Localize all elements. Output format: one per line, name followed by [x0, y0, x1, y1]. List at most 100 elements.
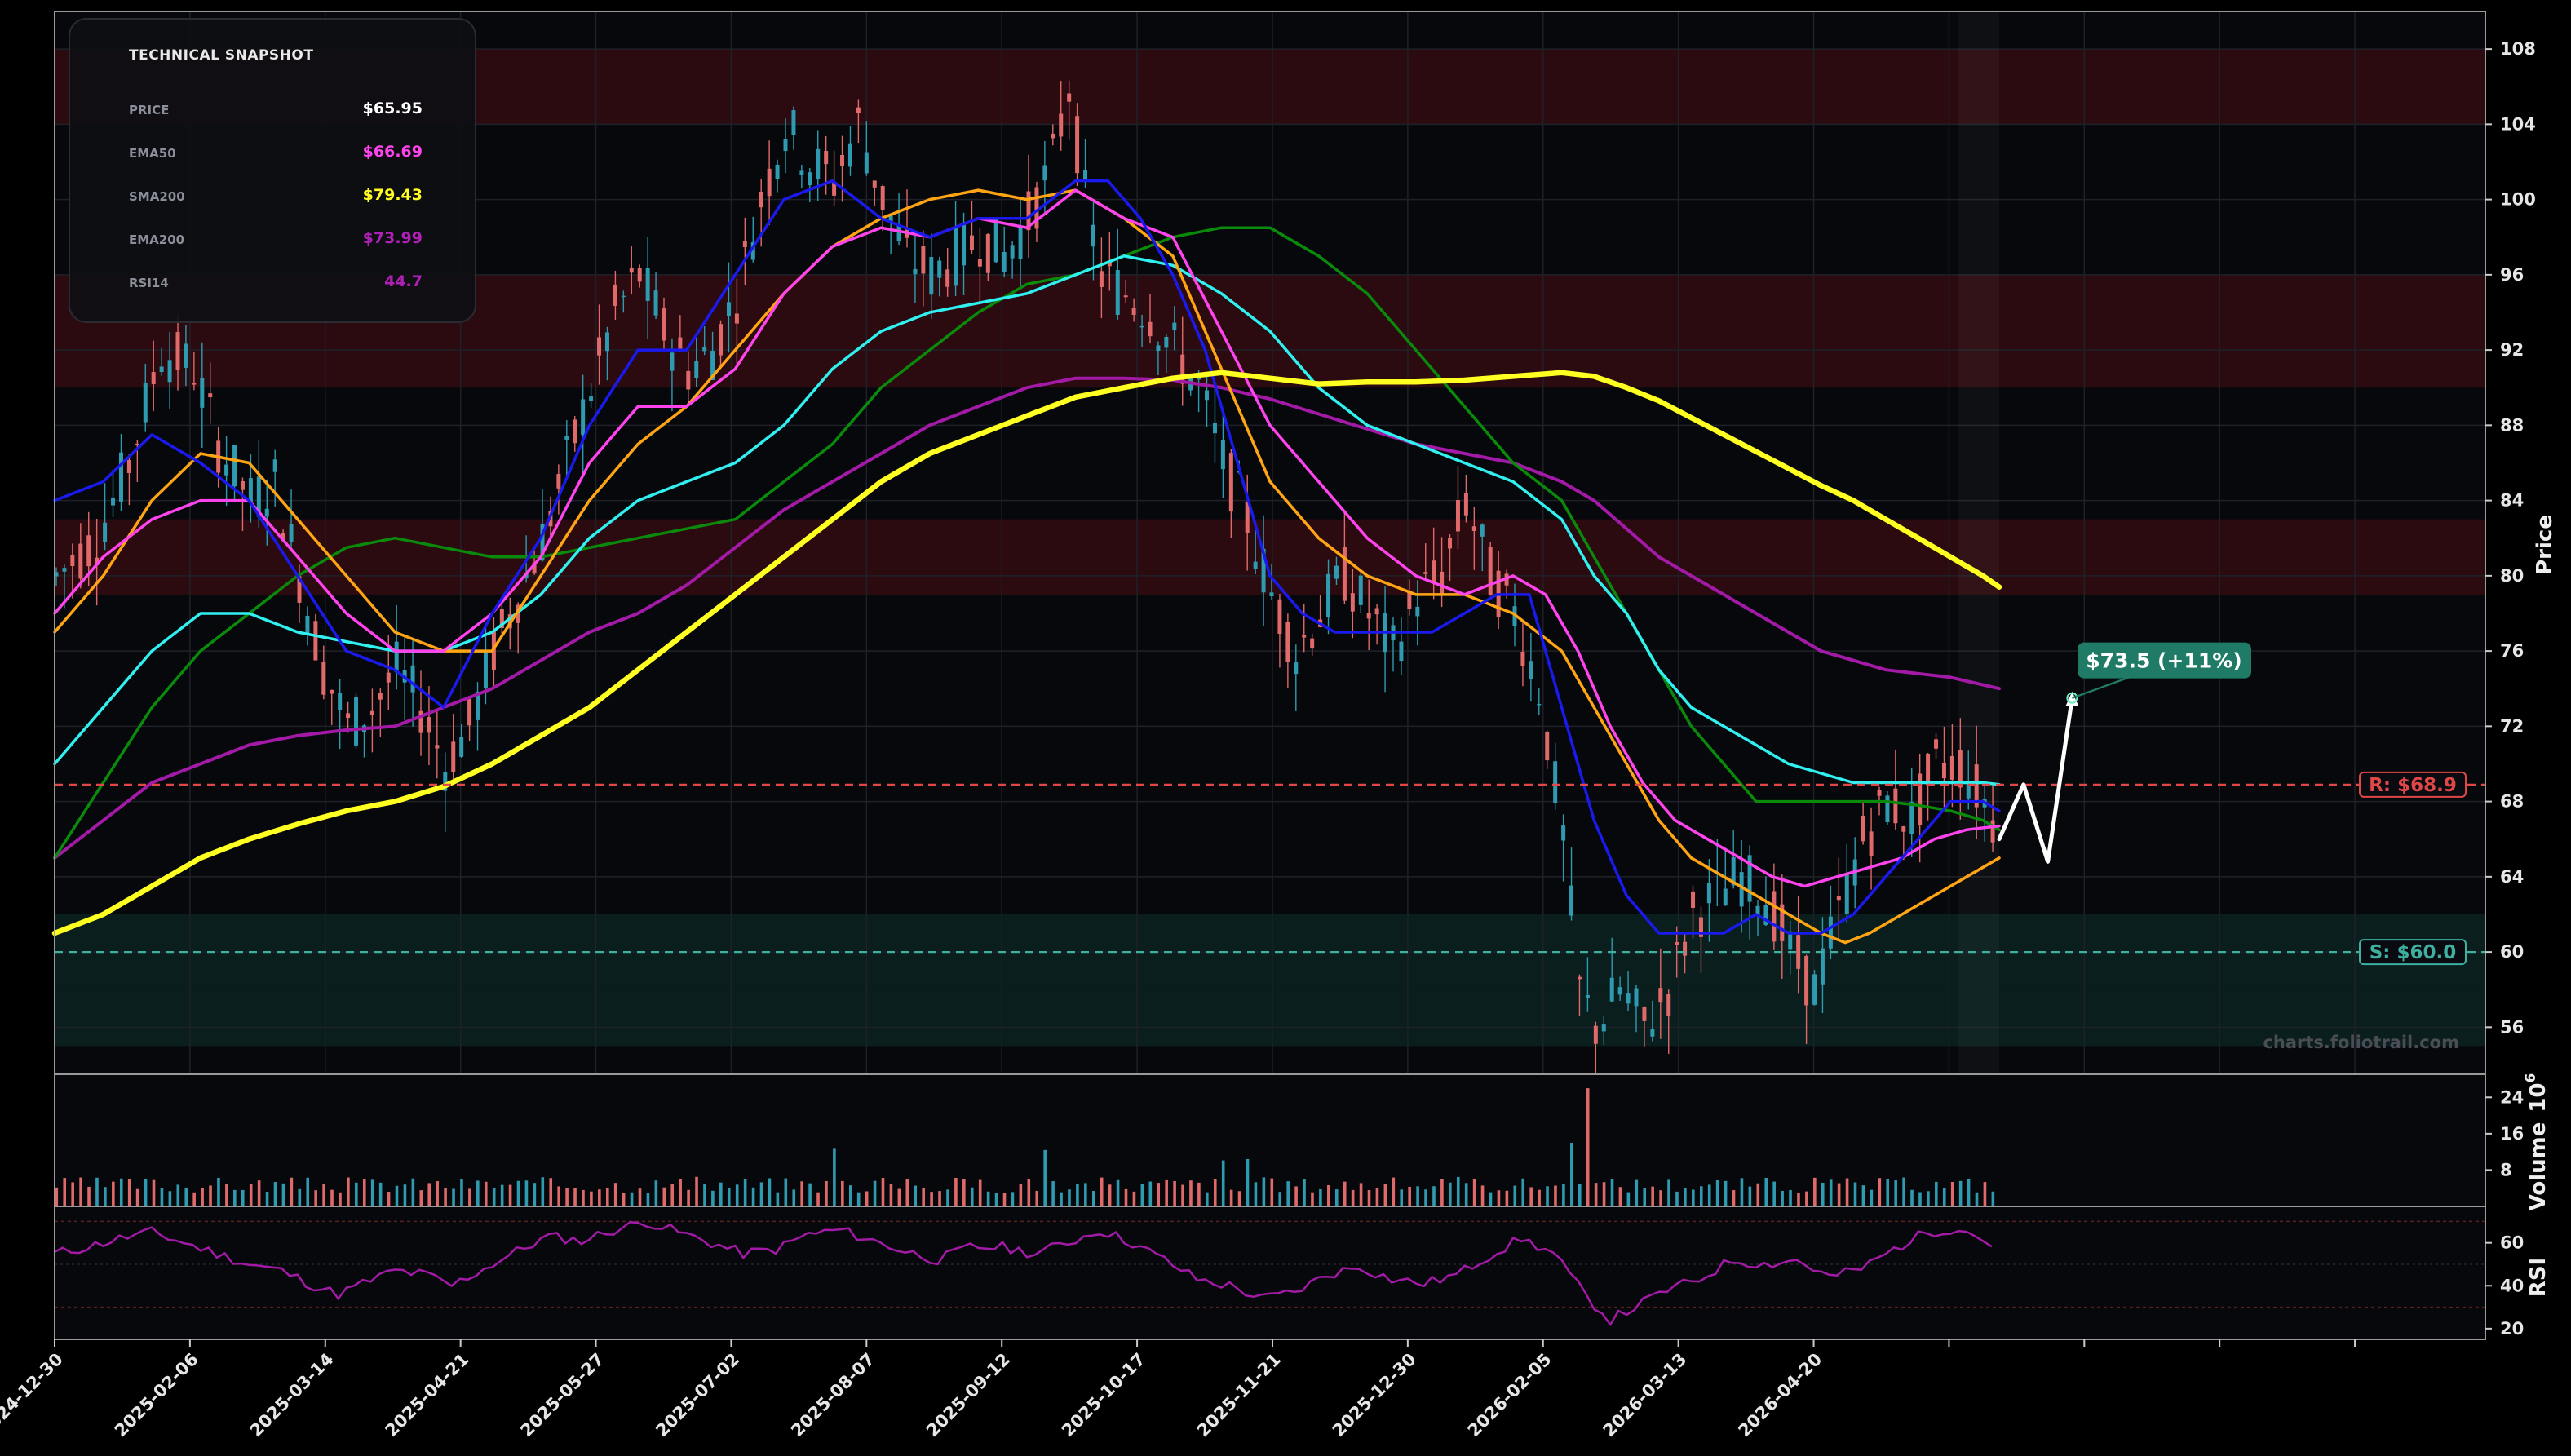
- candle-body: [1326, 573, 1331, 617]
- candle-body: [1820, 948, 1825, 985]
- candle-body: [159, 366, 164, 372]
- candle-body: [702, 346, 707, 352]
- volume-bar: [241, 1189, 245, 1206]
- candle-body: [1399, 641, 1404, 662]
- candle-body: [167, 360, 172, 383]
- candle-body: [856, 107, 861, 113]
- volume-bar: [670, 1184, 675, 1206]
- volume-bar: [273, 1182, 277, 1206]
- candle-body: [126, 460, 131, 474]
- volume-bar: [1311, 1192, 1314, 1206]
- volume-bar: [622, 1193, 626, 1206]
- volume-bar: [1319, 1188, 1322, 1206]
- candle-body: [1934, 739, 1939, 749]
- candle-body: [1650, 1029, 1655, 1037]
- candle-body: [1010, 245, 1015, 259]
- volume-bar: [1740, 1178, 1744, 1206]
- candle-body: [232, 445, 237, 487]
- candle-body: [1026, 191, 1031, 231]
- candle-body: [913, 268, 918, 275]
- candle-body: [653, 290, 658, 316]
- volume-bar: [355, 1182, 358, 1206]
- volume-bar: [1635, 1179, 1639, 1206]
- volume-bar: [1424, 1189, 1427, 1206]
- volume-bar: [1829, 1179, 1833, 1206]
- candle-body: [1755, 905, 1760, 915]
- candle-body: [969, 235, 974, 250]
- candle-body: [321, 662, 326, 695]
- volume-bar: [1837, 1183, 1841, 1206]
- candle-body: [604, 332, 609, 352]
- snapshot-row-ema200: EMA200 $73.99: [129, 229, 423, 250]
- volume-bar: [848, 1185, 852, 1206]
- candle-body: [1269, 592, 1274, 597]
- volume-bar: [1400, 1189, 1404, 1206]
- candle-body: [1123, 295, 1128, 298]
- volume-bar: [1991, 1191, 1995, 1206]
- volume-panel-bg: [55, 1074, 2485, 1206]
- candle-body: [719, 324, 724, 356]
- candle-body: [175, 332, 180, 370]
- candle-body: [305, 615, 310, 634]
- volume-bar: [1449, 1182, 1452, 1206]
- candle-body: [192, 383, 197, 385]
- volume-bar: [1684, 1188, 1687, 1206]
- candle-body: [888, 215, 893, 222]
- candle-body: [767, 168, 772, 197]
- volume-bar: [314, 1190, 317, 1206]
- candle-body: [1601, 1024, 1606, 1032]
- candle-body: [710, 351, 715, 381]
- volume-bar: [1432, 1186, 1436, 1206]
- candle-body: [1051, 133, 1055, 139]
- volume-bar: [298, 1188, 302, 1206]
- candle-body: [1099, 271, 1104, 287]
- candle-body: [281, 533, 285, 542]
- candle-body: [1245, 502, 1250, 533]
- price-tick-label: 96: [2500, 265, 2524, 285]
- volume-bar: [1781, 1190, 1784, 1206]
- volume-bar: [322, 1184, 325, 1206]
- snapshot-title: TECHNICAL SNAPSHOT: [129, 47, 314, 64]
- volume-bar: [1732, 1190, 1736, 1206]
- volume-bar: [1942, 1188, 1946, 1206]
- volume-bar: [1643, 1188, 1647, 1206]
- volume-bar: [938, 1191, 941, 1206]
- snapshot-label: PRICE: [129, 103, 170, 117]
- volume-bar: [104, 1187, 107, 1206]
- volume-bar: [638, 1188, 642, 1206]
- candle-body: [1836, 896, 1841, 901]
- volume-bar: [1472, 1179, 1476, 1206]
- volume-bar: [1935, 1181, 1938, 1206]
- candle-body: [1220, 440, 1225, 470]
- support-label: S: $60.0: [2370, 942, 2457, 963]
- volume-bar: [257, 1180, 261, 1206]
- volume-bar: [306, 1177, 310, 1206]
- volume-bar: [362, 1179, 366, 1206]
- volume-bar: [1019, 1184, 1023, 1206]
- candle-body: [1723, 888, 1728, 906]
- candle-body: [1107, 260, 1112, 267]
- current-bar-highlight: [1958, 11, 1999, 1074]
- candle-body: [1804, 956, 1809, 1006]
- volume-bar: [1845, 1178, 1849, 1206]
- volume-bar: [192, 1192, 196, 1206]
- candle-body: [670, 352, 675, 371]
- candle-body: [921, 246, 926, 274]
- volume-bar: [792, 1189, 796, 1206]
- candle-body: [1675, 941, 1679, 945]
- candle-body: [832, 183, 837, 196]
- price-tick-label: 108: [2500, 39, 2536, 59]
- volume-bar: [816, 1192, 820, 1206]
- volume-bar: [1570, 1143, 1573, 1206]
- volume-bar: [1286, 1181, 1290, 1206]
- volume-bar: [719, 1182, 723, 1206]
- candle-body: [1407, 591, 1412, 609]
- volume-bar: [1602, 1182, 1606, 1206]
- rsi-tick-label: 40: [2500, 1276, 2524, 1295]
- volume-bar: [127, 1179, 131, 1206]
- candle-body: [864, 152, 869, 174]
- volume-bar: [1278, 1192, 1282, 1206]
- candle-body: [1480, 524, 1485, 537]
- resistance-label: R: $68.9: [2369, 775, 2457, 796]
- volume-bar: [914, 1185, 918, 1206]
